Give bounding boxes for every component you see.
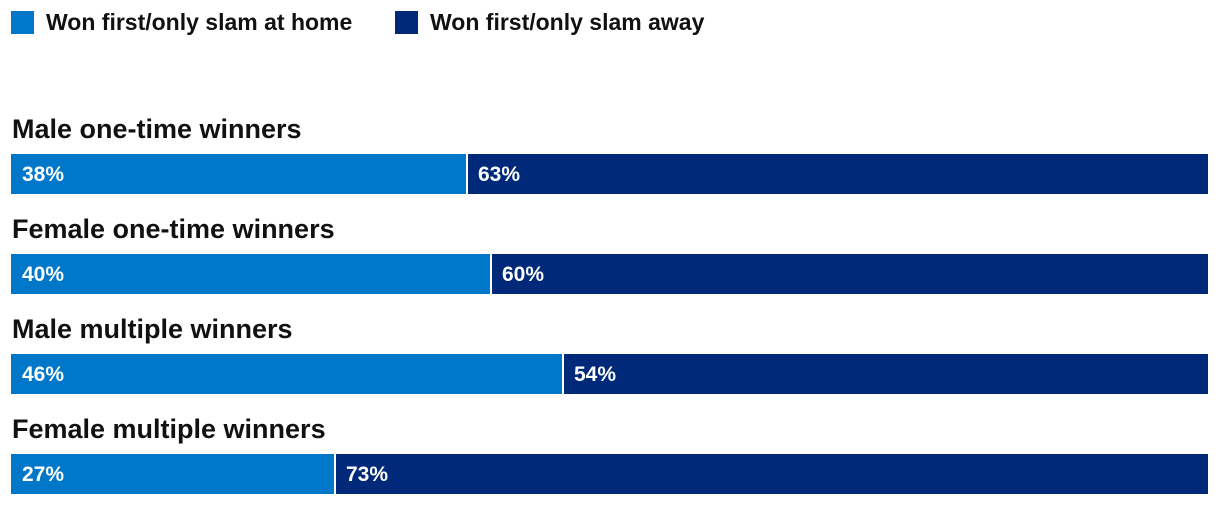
legend-label-1: Won first/only slam at home bbox=[46, 9, 352, 35]
category-label: Female one-time winners bbox=[12, 214, 335, 244]
bar-segment-home bbox=[11, 454, 334, 494]
bar-segment-away bbox=[468, 154, 1208, 194]
category-label: Female multiple winners bbox=[12, 414, 326, 444]
bar-segment-home bbox=[11, 154, 466, 194]
chart-rows: Male one-time winners 38% 63% Female one-ti… bbox=[11, 114, 1208, 494]
legend-swatch-1 bbox=[11, 11, 34, 34]
bar-segment-away bbox=[336, 454, 1208, 494]
chart-row: Male multiple winners 46% 54% bbox=[11, 314, 1208, 394]
data-label-away: 60% bbox=[502, 263, 544, 286]
bar-segment-home bbox=[11, 354, 562, 394]
data-label-home: 46% bbox=[22, 363, 64, 386]
chart-row: Female one-time winners 40% 60% bbox=[11, 214, 1208, 294]
category-label: Male one-time winners bbox=[12, 114, 302, 144]
data-label-away: 73% bbox=[346, 463, 388, 486]
data-label-away: 63% bbox=[478, 163, 520, 186]
data-label-home: 38% bbox=[22, 163, 64, 186]
bar-segment-away bbox=[492, 254, 1208, 294]
bar-segment-home bbox=[11, 254, 490, 294]
data-label-home: 27% bbox=[22, 463, 64, 486]
chart-row: Male one-time winners 38% 63% bbox=[11, 114, 1208, 194]
legend-label-2: Won first/only slam away bbox=[430, 9, 705, 35]
bar-segment-away bbox=[564, 354, 1208, 394]
legend-swatch-2 bbox=[395, 11, 418, 34]
data-label-home: 40% bbox=[22, 263, 64, 286]
chart-row: Female multiple winners 27% 73% bbox=[11, 414, 1208, 494]
data-label-away: 54% bbox=[574, 363, 616, 386]
legend: Won first/only slam at home Won first/onl… bbox=[11, 9, 705, 35]
category-label: Male multiple winners bbox=[12, 314, 293, 344]
